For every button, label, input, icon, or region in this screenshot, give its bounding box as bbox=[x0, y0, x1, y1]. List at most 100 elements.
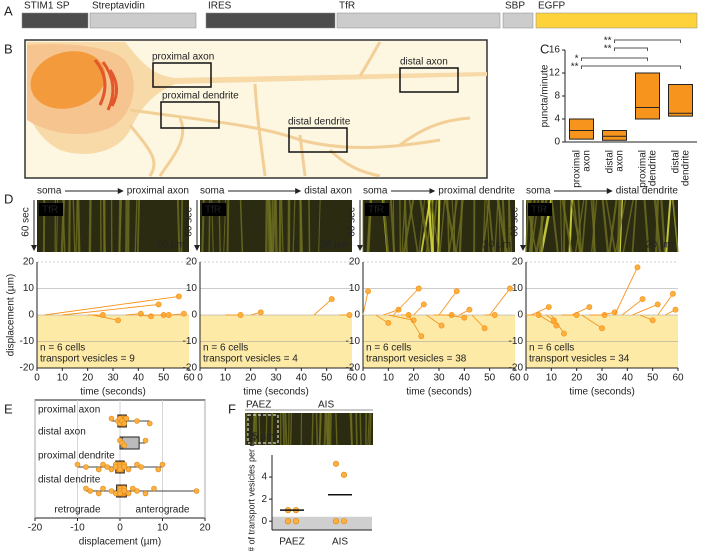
annotation: transport vesicles = 4 bbox=[203, 354, 298, 365]
y-tick-label: 0 bbox=[261, 516, 267, 527]
x-tick-label: 10 bbox=[546, 373, 558, 384]
point bbox=[129, 485, 136, 492]
point bbox=[125, 466, 132, 473]
kymograph-streak bbox=[418, 199, 426, 253]
vesicle-point bbox=[115, 317, 122, 324]
kymograph-streak bbox=[88, 199, 92, 253]
x-tick-label: 20 bbox=[408, 373, 420, 384]
kymograph-label: PAEZ bbox=[246, 400, 271, 411]
y-tick-label: 4 bbox=[261, 472, 267, 483]
y-tick-label: 0 bbox=[517, 310, 523, 321]
point bbox=[117, 466, 123, 473]
kymograph-streak bbox=[631, 199, 638, 253]
kymograph-from: soma bbox=[200, 186, 225, 197]
construct-segment bbox=[502, 12, 534, 29]
x-tick-label: proximaldendrite bbox=[637, 150, 658, 188]
x-tick-label: 0 bbox=[34, 373, 40, 384]
kymograph-streak bbox=[619, 199, 623, 253]
dot bbox=[332, 460, 340, 467]
bracket bbox=[581, 65, 681, 69]
kymograph-streak bbox=[402, 199, 415, 253]
panel-label: C bbox=[540, 41, 549, 56]
x-tick-label: AIS bbox=[332, 537, 348, 548]
paez-box bbox=[247, 414, 279, 444]
kymograph-streak bbox=[72, 199, 76, 253]
vesicle-point bbox=[180, 310, 187, 317]
dot bbox=[284, 518, 292, 525]
kymograph-streak bbox=[437, 199, 441, 253]
y-tick-label: -20 bbox=[20, 363, 35, 374]
significance: ** bbox=[604, 36, 612, 47]
kymograph-streak bbox=[590, 199, 596, 253]
time-scale: 60 sec bbox=[184, 207, 195, 236]
y-tick-label: -10 bbox=[346, 336, 361, 347]
kymograph-streak bbox=[622, 199, 634, 253]
panel-label: D bbox=[4, 191, 13, 206]
kymograph-streak bbox=[369, 412, 372, 446]
point bbox=[108, 466, 115, 473]
vesicle-point bbox=[586, 304, 593, 310]
vesicle-point bbox=[237, 312, 244, 318]
y-tick-label: 20 bbox=[349, 257, 361, 268]
kymograph-label-bg bbox=[365, 203, 389, 216]
kymograph-streak bbox=[252, 412, 256, 446]
kymograph-streak bbox=[267, 199, 271, 253]
vesicle-point bbox=[506, 285, 513, 292]
vesicle-point bbox=[415, 285, 422, 292]
kymograph-streak bbox=[102, 199, 106, 253]
trajectory-line bbox=[632, 303, 658, 316]
vesicle-point bbox=[639, 296, 646, 303]
y-tick-label: 0 bbox=[191, 310, 197, 321]
x-tick-label: 10 bbox=[220, 373, 232, 384]
y-tick-label: 10 bbox=[349, 283, 361, 294]
point bbox=[146, 420, 153, 427]
trajectory-line bbox=[62, 303, 159, 316]
vesicle-point bbox=[561, 330, 567, 337]
y-tick-label: 4 bbox=[554, 114, 560, 125]
kymograph-streak bbox=[319, 412, 322, 446]
kymograph-streak bbox=[292, 199, 296, 253]
construct-label: IRES bbox=[208, 1, 232, 12]
kymograph-streak bbox=[265, 412, 268, 446]
kymograph-streak bbox=[315, 412, 319, 446]
point bbox=[95, 490, 102, 497]
point bbox=[117, 490, 123, 497]
trajectory-line bbox=[614, 267, 638, 316]
kymograph-streak bbox=[329, 412, 332, 446]
y-tick-label: 0 bbox=[28, 310, 34, 321]
region-label: distal dendrite bbox=[288, 117, 351, 128]
x-tick-label: 20 bbox=[571, 373, 583, 384]
kymograph-streak bbox=[482, 199, 486, 253]
kymograph-streak bbox=[284, 412, 288, 446]
kymograph-label: TfR bbox=[368, 205, 384, 216]
kymograph-streak bbox=[655, 199, 659, 253]
kymograph-streak bbox=[550, 199, 559, 253]
vesicle-point bbox=[601, 312, 608, 318]
kymograph-streak bbox=[563, 199, 566, 253]
kymograph-streak bbox=[367, 412, 370, 446]
time-scale: 60 sec bbox=[21, 207, 32, 236]
point bbox=[87, 488, 94, 494]
vesicle-point bbox=[418, 333, 425, 340]
dot bbox=[340, 518, 348, 525]
y-tick-label: 8 bbox=[554, 91, 560, 102]
kymograph-streak bbox=[226, 199, 230, 253]
kymograph-streak bbox=[281, 199, 284, 253]
scale-bar: 20 µm bbox=[646, 240, 674, 251]
y-tick-label: -10 bbox=[509, 336, 524, 347]
trajectory-line bbox=[550, 314, 565, 334]
trajectory-line bbox=[388, 314, 414, 321]
kymograph-streak bbox=[643, 199, 650, 253]
vesicle-point bbox=[466, 306, 473, 313]
kymograph-streak bbox=[615, 199, 627, 253]
x-tick-label: proximalaxon bbox=[571, 150, 592, 188]
construct-label: TfR bbox=[339, 1, 355, 12]
point bbox=[134, 418, 140, 424]
box bbox=[668, 84, 693, 117]
y-tick-label: 0 bbox=[554, 137, 560, 148]
construct-label: SBP bbox=[505, 1, 525, 12]
kymograph-streak bbox=[359, 412, 362, 446]
trajectory-line bbox=[313, 298, 333, 316]
kymograph-streak bbox=[672, 199, 679, 253]
